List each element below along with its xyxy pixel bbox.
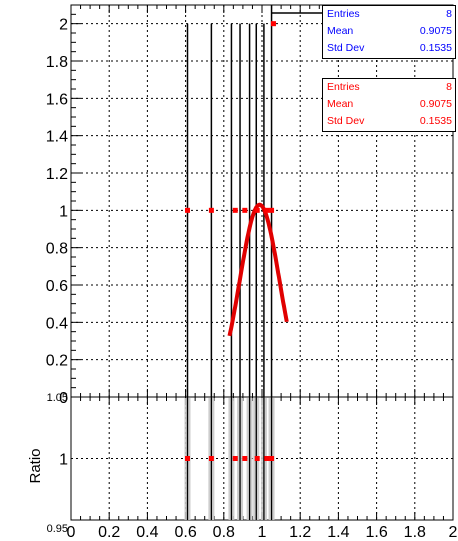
data-marker [242,207,248,213]
stats-entries-row: Entries 8 [323,6,455,22]
y-tick-label: 1.2 [46,166,68,183]
stats-std-label: Std Dev [327,42,365,54]
stats-box-red: Entries 8 Mean 0.9075 Std Dev 0.1535 [322,78,456,132]
x-tick-label: 1.4 [327,524,349,541]
x-tick-label: 0.8 [213,524,235,541]
data-marker [208,207,214,213]
stats-std-row: Std Dev 0.1535 [323,39,455,56]
x-tick-label: 1 [258,524,267,541]
data-marker [232,207,238,213]
x-tick-label: 0.4 [136,524,158,541]
data-marker [254,207,260,213]
data-marker [270,21,276,27]
x-tick-label: 2 [449,524,458,541]
data-marker [185,207,191,213]
stats-std-row: Std Dev 0.1535 [323,112,455,129]
stats-mean-row: Mean 0.9075 [323,95,455,112]
fit-curve [227,202,289,337]
y-tick-label: 1.8 [46,54,68,71]
ratio-marker [269,456,275,461]
x-tick-label: 0 [67,524,76,541]
stats-mean-label: Mean [327,98,354,110]
x-tick-label: 1.2 [289,524,311,541]
stats-box-blue: Entries 8 Mean 0.9075 Std Dev 0.1535 [322,5,456,59]
y-tick-label: 1 [59,203,68,220]
ratio-y-tick-label: 0.95 [47,523,68,535]
y-tick-label: 0.2 [46,353,68,370]
y-tick-label: 0.4 [46,315,68,332]
stats-mean-label: Mean [327,25,354,37]
stats-mean-value: 0.9075 [419,98,452,110]
ratio-axis-label: Ratio [27,448,44,483]
stats-entries-label: Entries [327,8,360,20]
stats-entries-row: Entries 8 [323,79,455,95]
ratio-y-tick-label: 1.05 [47,392,68,404]
y-tick-label: 1.6 [46,91,68,108]
ratio-marker [232,456,238,461]
stats-mean-row: Mean 0.9075 [323,22,455,39]
ratio-marker [254,456,260,461]
stats-mean-value: 0.9075 [419,25,452,37]
ratio-marker [264,456,270,461]
stats-entries-value: 8 [446,8,452,20]
x-tick-label: 1.8 [404,524,426,541]
ratio-marker [242,456,248,461]
y-tick-label: 0.6 [46,278,68,295]
stats-entries-label: Entries [327,81,360,93]
ratio-marker [208,456,214,461]
main-plot-panel: 0 0.2 0.4 0.6 0.8 1 1.2 1.4 1.6 1.8 2 [46,4,454,407]
stats-std-label: Std Dev [327,115,365,127]
ratio-marker [185,456,191,461]
y-tick-label: 0.8 [46,241,68,258]
stats-std-value: 0.1535 [419,42,452,54]
x-tick-label: 1.6 [365,524,387,541]
stats-std-value: 0.1535 [419,115,452,127]
y-tick-label: 2 [59,17,68,34]
data-marker [269,207,275,213]
y-tick-label: 0 [59,390,68,407]
stats-entries-value: 8 [446,81,452,93]
data-marker [264,207,270,213]
y-tick-label: 1.4 [46,129,68,146]
x-tick-label: 0.2 [98,524,120,541]
ratio-y-tick-label: 1 [59,452,68,469]
x-tick-label: 0.6 [174,524,196,541]
